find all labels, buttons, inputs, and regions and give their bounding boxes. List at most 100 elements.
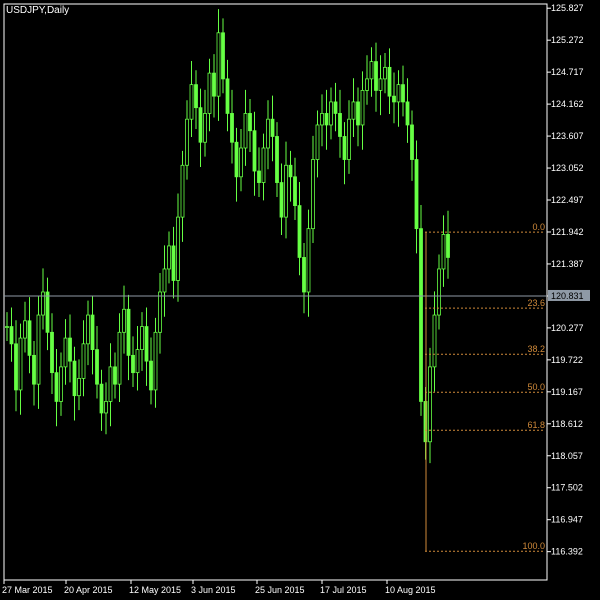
candle-body [356, 101, 360, 126]
y-tick-label: 123.052 [551, 163, 584, 173]
candle-body [5, 326, 9, 328]
candle-body [14, 343, 18, 391]
candle-body [248, 113, 252, 132]
candle-body [320, 113, 324, 126]
candle-body [446, 233, 450, 258]
x-tick-label: 25 Jun 2015 [255, 585, 305, 595]
x-tick-label: 20 Apr 2015 [64, 585, 113, 595]
candle-body [419, 228, 423, 402]
candle-body [311, 159, 315, 230]
plot-frame [3, 3, 548, 581]
candle-body [194, 84, 198, 109]
candle-body [86, 314, 90, 345]
candle-body [54, 372, 59, 402]
candle-body [198, 107, 203, 143]
y-tick-label: 124.162 [551, 99, 584, 109]
y-tick-label: 123.607 [551, 131, 584, 141]
candle-body [27, 320, 32, 356]
candle-body [81, 343, 86, 379]
fib-level-label: 61.8 [527, 420, 545, 430]
candle-body [23, 320, 27, 339]
current-price-box [548, 289, 590, 301]
candle-body [135, 349, 140, 374]
x-axis: 27 Mar 2015 20 Apr 2015 12 May 2015 3 Jun 2… [2, 580, 436, 595]
x-tick-label: 10 Aug 2015 [385, 585, 436, 595]
candle-body [108, 366, 113, 402]
candle-body [351, 101, 356, 120]
x-tick-label: 17 Jul 2015 [320, 585, 367, 595]
x-tick-label: 12 May 2015 [129, 585, 181, 595]
candle-body [275, 136, 279, 183]
y-tick-label: 121.942 [551, 227, 584, 237]
candle-body [437, 268, 441, 316]
y-tick-label: 120.277 [551, 323, 584, 333]
candle-body [63, 337, 68, 368]
candle-body [203, 113, 207, 143]
candle-body [117, 331, 122, 385]
candle-body [239, 147, 243, 178]
candle-body [18, 337, 23, 391]
candle-body [396, 84, 401, 103]
candle-body [315, 124, 320, 160]
y-tick-label: 122.497 [551, 195, 584, 205]
candle-body [252, 130, 257, 172]
y-axis: 125.827 125.272 124.717 124.162 123.607 123.0… [547, 3, 584, 557]
chart-title: USDJPY,Daily [6, 5, 69, 16]
candle-body [261, 147, 266, 183]
candle-body [36, 314, 41, 385]
candle-body [41, 291, 45, 316]
y-tick-label: 119.722 [551, 355, 583, 365]
candle-body [333, 101, 338, 114]
candle-body [324, 113, 329, 126]
candle-body [144, 326, 149, 362]
candle-body [68, 337, 72, 362]
candle-body [185, 118, 189, 166]
candle-body [50, 331, 54, 374]
y-tick-label: 116.947 [551, 515, 583, 525]
candle-body [387, 66, 392, 97]
y-tick-label: 125.272 [551, 35, 584, 45]
candle-body [374, 61, 378, 91]
candle-body [234, 141, 239, 178]
candle-body [72, 360, 77, 397]
candle-body [441, 233, 446, 270]
candle-body [32, 354, 36, 385]
candle-body [365, 78, 369, 91]
x-tick-label: 3 Jun 2015 [191, 585, 236, 595]
candle-body [158, 291, 162, 333]
candle-body [149, 360, 153, 391]
candle-body [90, 314, 95, 351]
y-tick-label: 118.612 [551, 419, 583, 429]
candle-body [95, 349, 99, 385]
candle-body [401, 84, 405, 103]
fib-level-label: 0.0 [532, 222, 545, 232]
candle-body [378, 78, 383, 91]
candle-body [392, 95, 396, 103]
candle-body [432, 314, 437, 368]
candle-body [293, 176, 297, 207]
candle-body [131, 354, 135, 374]
candle-body [230, 113, 234, 143]
candle-body [306, 228, 311, 293]
candle-body [338, 113, 342, 137]
fib-level-label: 23.6 [527, 298, 545, 308]
candle-body [77, 377, 81, 397]
candle-body [140, 326, 144, 350]
fibonacci-retracement[interactable]: 0.0 23.6 38.2 50.0 61.8 100.0 [425, 222, 545, 552]
candle-body [270, 118, 275, 137]
y-tick-label: 117.502 [551, 483, 583, 493]
candle-body [180, 164, 185, 218]
candle-body [329, 101, 333, 126]
candle-body [207, 72, 212, 114]
y-tick-label: 121.387 [551, 259, 584, 269]
candle-body [59, 366, 63, 402]
candle-body [167, 245, 171, 270]
y-tick-label: 116.392 [551, 547, 583, 557]
candle-body [405, 101, 410, 126]
candle-body [126, 308, 131, 356]
candles [5, 9, 450, 464]
candle-body [122, 308, 126, 333]
candle-body [216, 32, 221, 97]
